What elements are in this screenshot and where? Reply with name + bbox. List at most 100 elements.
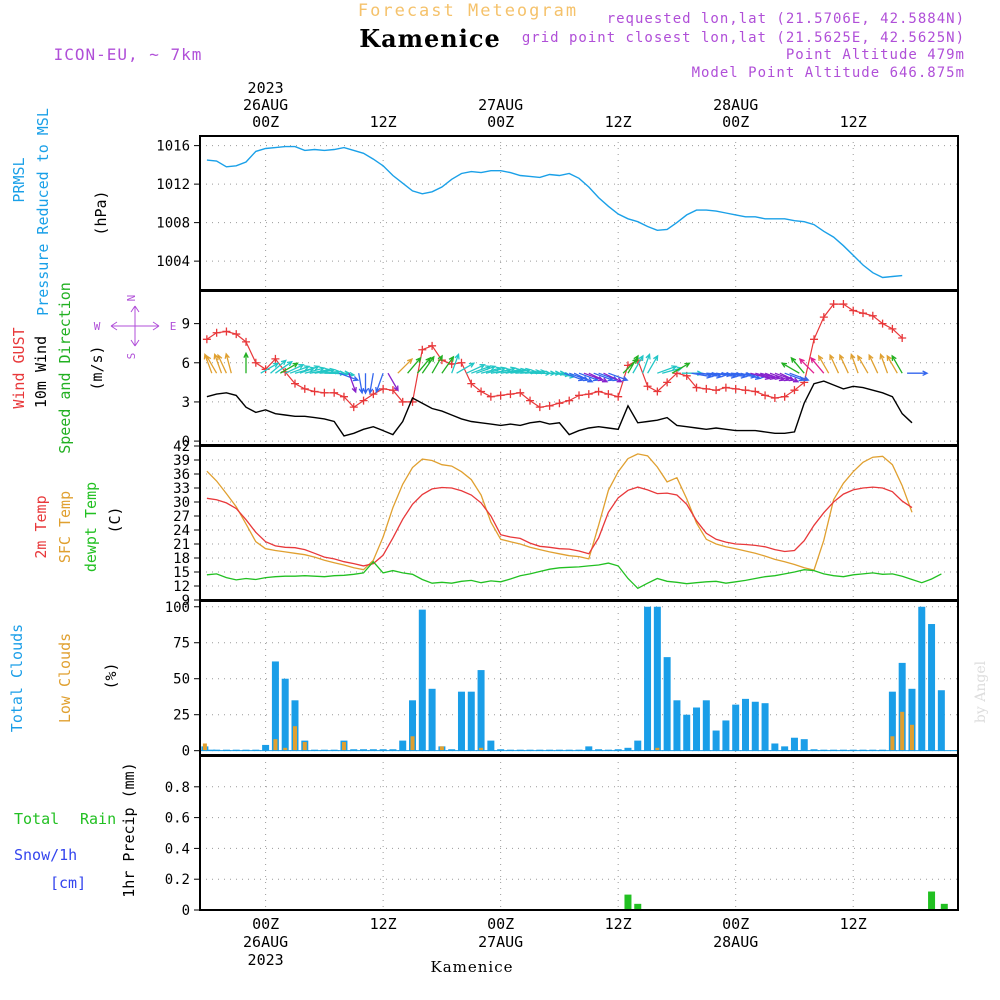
low-cloud-bar bbox=[479, 747, 484, 751]
low-cloud-bar bbox=[202, 743, 207, 751]
total-cloud-bar bbox=[614, 749, 622, 751]
pressure-line bbox=[206, 145, 903, 279]
wind-panel: 0 3 6 9 bbox=[182, 291, 959, 450]
gust-marker bbox=[751, 387, 760, 396]
axis-label: (C) bbox=[106, 506, 124, 533]
total-cloud-bar bbox=[908, 688, 916, 751]
gust-marker bbox=[212, 328, 221, 337]
wind-direction-arrow bbox=[817, 354, 830, 374]
wind-direction-arrow bbox=[829, 353, 840, 374]
total-cloud-bar bbox=[497, 749, 505, 751]
y-tick-label: 50 bbox=[173, 672, 190, 688]
y-tick-label: 0.8 bbox=[165, 780, 190, 796]
wind-direction-arrow bbox=[348, 372, 357, 394]
y-tick-label: 12 bbox=[173, 579, 190, 595]
gust-marker bbox=[477, 387, 486, 396]
wind-direction-arrow bbox=[217, 353, 227, 374]
gust-marker bbox=[251, 358, 260, 367]
legend-cm: [cm] bbox=[50, 874, 86, 892]
wind-direction-arrow bbox=[397, 358, 414, 374]
wind-direction-arrow bbox=[740, 372, 762, 380]
axis-label: 10m Wind bbox=[32, 336, 50, 408]
rain-bar bbox=[928, 891, 936, 910]
point-altitude: Point Altitude 479m bbox=[786, 47, 965, 63]
total-cloud-bar bbox=[448, 749, 456, 751]
panel-frame bbox=[199, 135, 959, 291]
wind-direction-arrow bbox=[304, 366, 326, 374]
requested-coords: requested lon,lat (21.5706E, 42.5884N) bbox=[607, 11, 965, 27]
y-tick-label: 18 bbox=[173, 551, 190, 567]
total-cloud-bar bbox=[888, 691, 896, 751]
y-tick-label: 36 bbox=[173, 467, 190, 483]
wind-direction-arrow bbox=[879, 352, 889, 374]
wind-direction-arrow bbox=[647, 354, 659, 374]
time-label: 26AUG bbox=[243, 933, 288, 951]
wind-direction-arrow bbox=[243, 351, 249, 374]
gust-marker bbox=[594, 387, 603, 396]
panel-frame bbox=[199, 600, 959, 756]
total-cloud-bar bbox=[428, 688, 436, 751]
gust-marker bbox=[516, 388, 525, 397]
low-cloud-bar bbox=[909, 724, 914, 751]
total-cloud-bar bbox=[683, 714, 691, 751]
y-tick-label: 27 bbox=[173, 509, 190, 525]
total-cloud-bar bbox=[663, 657, 671, 751]
gust-marker bbox=[555, 399, 564, 408]
panel-frame bbox=[199, 755, 959, 911]
total-cloud-bar bbox=[937, 690, 945, 751]
gust-marker bbox=[506, 390, 515, 399]
total-cloud-bar bbox=[781, 746, 789, 751]
y-tick-label: 0 bbox=[182, 903, 190, 919]
axis-label: Wind GUST bbox=[10, 327, 28, 408]
axis-label: Speed and Direction bbox=[56, 282, 74, 454]
wind-direction-arrow bbox=[810, 356, 825, 374]
time-label: 00Z bbox=[252, 915, 279, 933]
legend-snow: Snow/1h bbox=[14, 846, 77, 864]
wind-direction-arrow bbox=[868, 353, 879, 374]
gust-marker bbox=[545, 401, 554, 410]
total-cloud-bar bbox=[693, 707, 701, 751]
total-cloud-bar bbox=[741, 698, 749, 751]
total-cloud-bar bbox=[399, 740, 407, 751]
gust-marker bbox=[702, 384, 711, 393]
total-cloud-bar bbox=[653, 606, 661, 751]
axis-label: SFC Temp bbox=[56, 491, 74, 563]
wind-direction-arrow bbox=[431, 354, 443, 374]
total-cloud-bar bbox=[918, 606, 926, 751]
wind-direction-arrow bbox=[779, 372, 800, 383]
gust-marker bbox=[486, 392, 495, 401]
total-cloud-bar bbox=[810, 749, 818, 751]
total-cloud-bar bbox=[389, 749, 397, 751]
axis-label: Low Clouds bbox=[56, 633, 74, 723]
gust-marker bbox=[271, 354, 280, 363]
y-tick-label: 0.6 bbox=[165, 811, 190, 827]
time-label: 00Z bbox=[487, 915, 514, 933]
gust-marker bbox=[526, 396, 535, 405]
time-label: 27AUG bbox=[478, 96, 523, 114]
y-tick-label: 1004 bbox=[156, 254, 190, 270]
gust-marker bbox=[878, 319, 887, 328]
y-tick-label: 24 bbox=[173, 523, 190, 539]
y-tick-label: 1012 bbox=[156, 177, 190, 193]
gust-marker bbox=[761, 391, 770, 400]
total-cloud-bar bbox=[369, 749, 377, 751]
time-label: 2023 bbox=[248, 951, 284, 969]
y-tick-label: 42 bbox=[173, 439, 190, 455]
low-cloud-bar bbox=[655, 747, 660, 751]
total-cloud-bar bbox=[409, 700, 417, 751]
axis-label: Total Clouds bbox=[8, 624, 26, 732]
time-label: 12Z bbox=[605, 113, 632, 131]
y-tick-label: 0.4 bbox=[165, 841, 190, 857]
low-cloud-bar bbox=[302, 742, 307, 751]
gust-marker bbox=[643, 382, 652, 391]
total-cloud-bar bbox=[487, 740, 495, 751]
model-label: ICON-EU, ~ 7km bbox=[54, 45, 203, 64]
sfc-temp-line bbox=[206, 453, 913, 571]
total-cloud-bar bbox=[790, 737, 798, 751]
gust-marker bbox=[349, 403, 358, 412]
total-cloud-bar bbox=[771, 743, 779, 751]
low-cloud-bar bbox=[273, 739, 278, 751]
gust-marker bbox=[339, 392, 348, 401]
gust-marker bbox=[663, 378, 672, 387]
